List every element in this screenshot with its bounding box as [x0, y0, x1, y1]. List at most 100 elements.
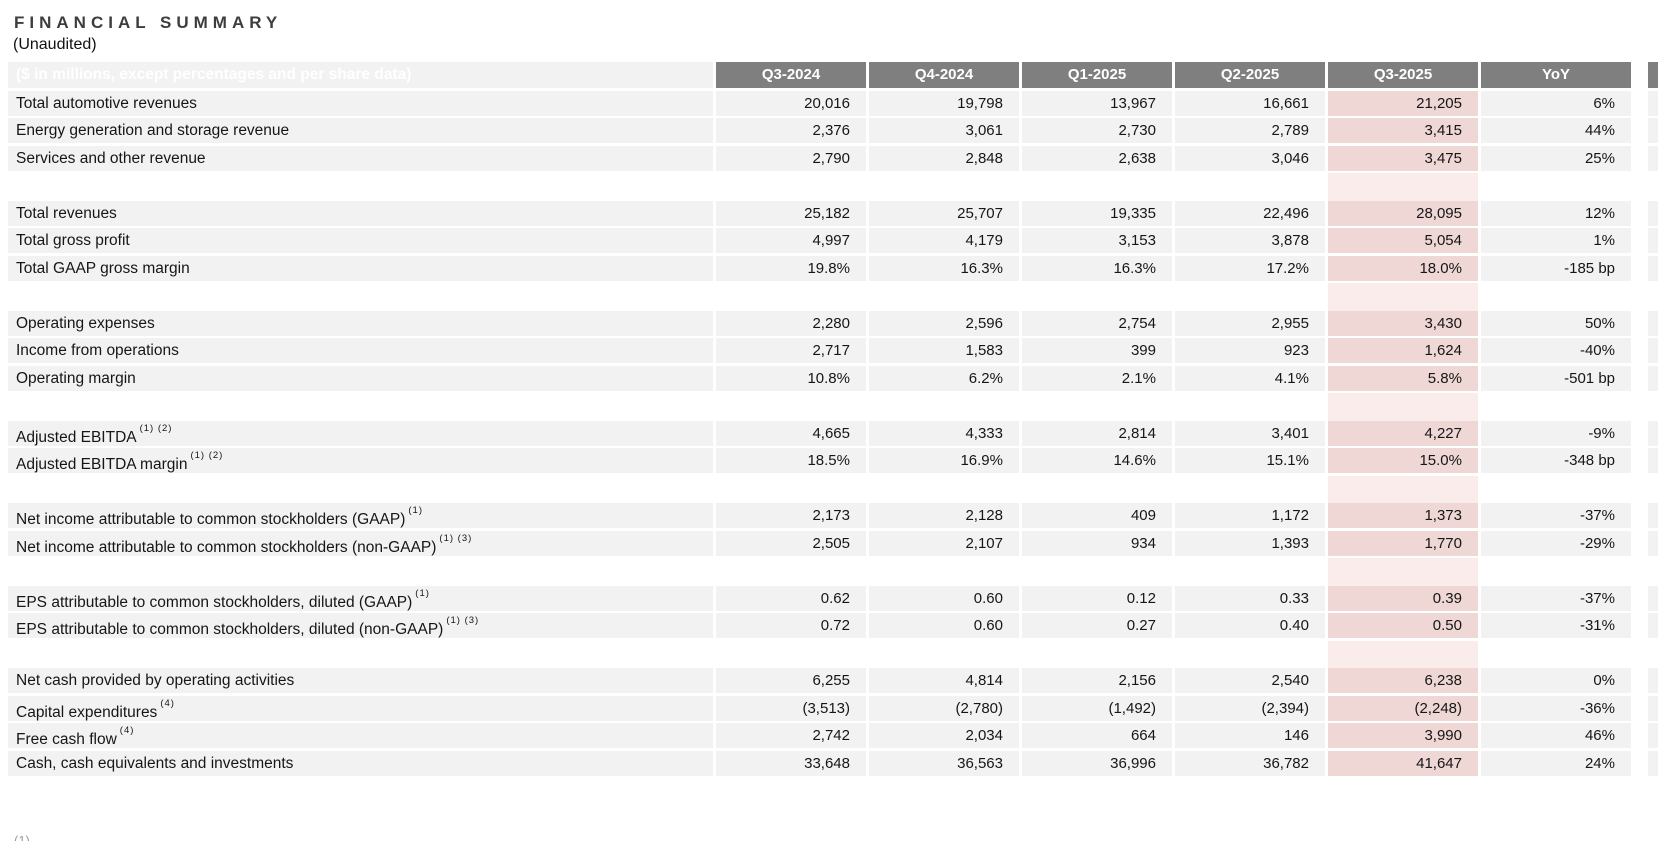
spacer-cell: [1481, 641, 1631, 669]
spacer-cell: [716, 283, 866, 311]
footnote-ref: (1): [415, 587, 430, 599]
value-cell: 2,280: [716, 310, 866, 336]
value-cell: 0.60: [869, 613, 1019, 638]
row-edge-sliver: [1648, 668, 1658, 693]
spacer-cell: [1022, 283, 1172, 311]
value-cell: 923: [1175, 338, 1325, 363]
value-cell: 13,967: [1022, 90, 1172, 116]
highlight-column-tint: [1328, 283, 1478, 311]
value-cell: 24%: [1481, 750, 1631, 776]
value-cell: 16.3%: [1022, 255, 1172, 281]
row-label-text: EPS attributable to common stockholders,…: [16, 593, 413, 611]
value-cell: 0.60: [869, 585, 1019, 611]
value-cell: -31%: [1481, 613, 1631, 638]
value-cell: -37%: [1481, 585, 1631, 611]
row-edge-sliver: [1648, 338, 1658, 363]
row-edge-sliver: [1648, 365, 1658, 391]
value-cell: 1,393: [1175, 530, 1325, 556]
spacer-cell: [1634, 173, 1645, 201]
page-title: FINANCIAL SUMMARY: [14, 13, 283, 32]
row-label: Services and other revenue: [8, 145, 713, 171]
value-cell: 4.1%: [1175, 365, 1325, 391]
row-gap: [1634, 91, 1645, 116]
value-cell: 6,255: [716, 668, 866, 693]
value-cell: -185 bp: [1481, 255, 1631, 281]
value-cell: 21,205: [1328, 90, 1478, 116]
spacer-cell: [1634, 393, 1645, 421]
value-cell: 2,596: [869, 310, 1019, 336]
row-label: Cash, cash equivalents and investments: [8, 750, 713, 776]
value-cell: 15.1%: [1175, 448, 1325, 473]
value-cell: 0.50: [1328, 613, 1478, 638]
spacer-cell: [1648, 283, 1658, 311]
value-cell: 4,333: [869, 420, 1019, 446]
value-cell: 2,814: [1022, 420, 1172, 446]
row-gap: [1634, 366, 1645, 391]
row-gap: [1634, 311, 1645, 336]
value-cell: 33,648: [716, 750, 866, 776]
spacer-cell: [1022, 641, 1172, 669]
header-gap: [1634, 62, 1645, 88]
value-cell: 0%: [1481, 668, 1631, 693]
spacer-cell: [1022, 476, 1172, 504]
row-edge-sliver: [1648, 723, 1658, 748]
value-cell: 3,401: [1175, 420, 1325, 446]
row-gap: [1634, 503, 1645, 528]
row-gap: [1634, 201, 1645, 226]
row-gap: [1634, 118, 1645, 143]
column-header-q1-2025: Q1-2025: [1022, 62, 1172, 88]
spacer-cell: [1634, 476, 1645, 504]
table-row: EPS attributable to common stockholders,…: [8, 585, 1658, 611]
table-row: Adjusted EBITDA(1) (2) 4,665 4,333 2,814 3,4…: [8, 420, 1658, 446]
column-header-q3-2025: Q3-2025: [1328, 62, 1478, 88]
row-gap: [1634, 613, 1645, 638]
value-cell: 3,878: [1175, 228, 1325, 253]
column-header-q2-2025: Q2-2025: [1175, 62, 1325, 88]
value-cell: 1,624: [1328, 338, 1478, 363]
value-cell: 4,179: [869, 228, 1019, 253]
table-row: Income from operations 2,717 1,583 399 923 1,…: [8, 338, 1658, 363]
value-cell: 664: [1022, 723, 1172, 748]
spacer-cell: [1634, 641, 1645, 669]
row-edge-sliver: [1648, 310, 1658, 336]
row-gap: [1634, 421, 1645, 446]
row-gap: [1634, 696, 1645, 721]
spacer-cell: [1481, 476, 1631, 504]
row-label-text: Services and other revenue: [16, 149, 206, 167]
spacer-cell: [1175, 476, 1325, 504]
row-label: Total GAAP gross margin: [8, 255, 713, 281]
value-cell: 4,665: [716, 420, 866, 446]
table-row: Services and other revenue 2,790 2,848 2,63…: [8, 145, 1658, 171]
value-cell: 36,563: [869, 750, 1019, 776]
value-cell: 3,475: [1328, 145, 1478, 171]
row-label: Operating margin: [8, 365, 713, 391]
footnote-ref: (4): [160, 697, 175, 709]
row-label-text: Net income attributable to common stockh…: [16, 511, 406, 528]
value-cell: (3,513): [716, 695, 866, 721]
table-row: Adjusted EBITDA margin(1) (2) 18.5% 16.9% 1…: [8, 448, 1658, 473]
row-label-text: Operating expenses: [16, 314, 155, 332]
value-cell: 2,848: [869, 145, 1019, 171]
row-label: Net income attributable to common stockh…: [8, 503, 713, 528]
row-gap: [1634, 228, 1645, 253]
value-cell: 1,373: [1328, 503, 1478, 528]
value-cell: 3,430: [1328, 310, 1478, 336]
value-cell: 399: [1022, 338, 1172, 363]
value-cell: 2,156: [1022, 668, 1172, 693]
table-row: Net income attributable to common stockh…: [8, 503, 1658, 528]
table-row: Total gross profit 4,997 4,179 3,153 3,878 5,…: [8, 228, 1658, 253]
value-cell: 2,955: [1175, 310, 1325, 336]
value-cell: 3,990: [1328, 723, 1478, 748]
value-cell: 25,707: [869, 200, 1019, 226]
footnote-fragment-text: (1): [14, 832, 30, 841]
value-cell: 46%: [1481, 723, 1631, 748]
row-label-text: Energy generation and storage revenue: [16, 122, 290, 139]
spacer-cell: [716, 393, 866, 421]
value-cell: 5,054: [1328, 228, 1478, 253]
row-label: Net income attributable to common stockh…: [8, 530, 713, 556]
section-spacer: [8, 283, 1658, 311]
table-row: Net income attributable to common stockh…: [8, 530, 1658, 556]
row-label-text: Income from operations: [16, 342, 179, 359]
value-cell: 2,540: [1175, 668, 1325, 693]
spacer-cell: [1022, 393, 1172, 421]
